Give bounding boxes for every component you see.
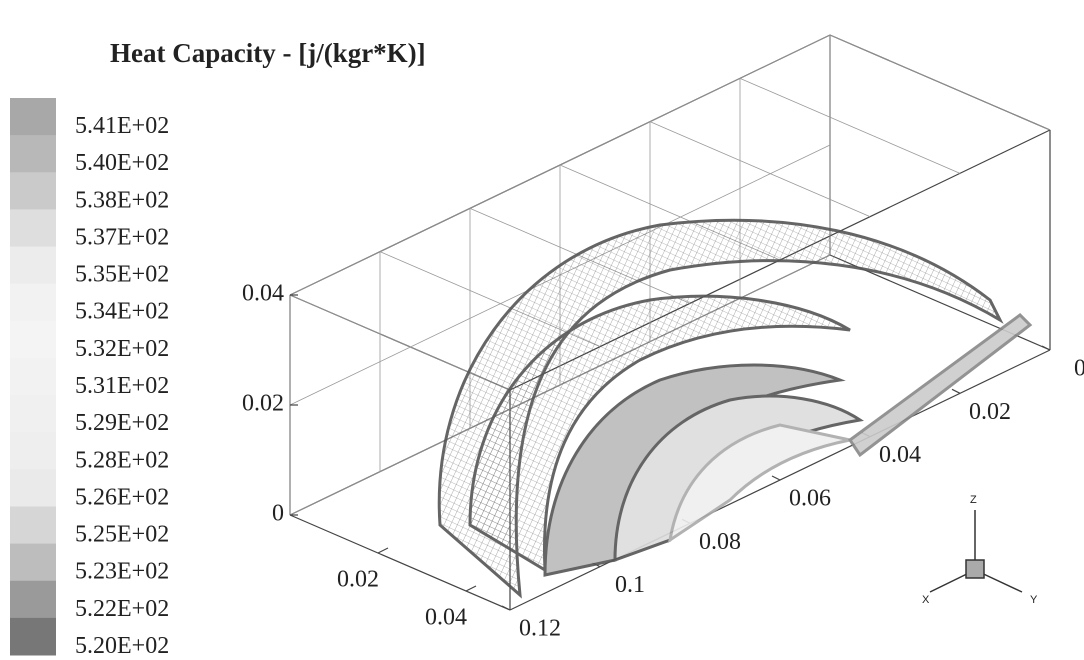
legend-label: 5.34E+02 [75,299,169,325]
grid-line [829,34,1051,131]
legend-swatch [10,98,56,136]
y-tick-label: 0.08 [699,529,741,555]
tick-mark [1041,345,1051,351]
y-tick-label: 0 [1074,356,1084,382]
legend-label: 5.41E+02 [75,113,169,139]
box-edge [289,514,511,611]
tick-mark [771,475,781,481]
z-tick-label: 0.04 [242,281,284,307]
x-tick-label: 0.02 [337,567,379,593]
y-tick-label: 0.06 [789,486,831,512]
legend-label: 5.38E+02 [75,187,169,213]
legend-swatch [10,246,56,285]
legend-label: 5.20E+02 [75,633,169,659]
legend-swatch [10,283,56,322]
legend-swatch [10,506,56,545]
y-tick-label: 0.02 [969,399,1011,425]
grid-line [289,34,831,296]
legend-label: 5.25E+02 [75,522,169,548]
legend-label: 5.22E+02 [75,596,169,622]
legend-swatch [10,357,56,396]
legend-label: 5.32E+02 [75,336,169,362]
chart-title: Heat Capacity - [j/(kgr*K)] [110,38,426,68]
mesh-strip [847,313,1033,458]
triad-label: Y [1030,594,1038,606]
legend-label: 5.28E+02 [75,447,169,473]
tick-mark [465,585,477,592]
legend-swatch [10,320,56,359]
tick-mark [501,605,511,611]
triad [929,510,1023,593]
legend-label: 5.23E+02 [75,559,169,585]
y-tick-label: 0.1 [615,572,645,598]
grid-line [739,77,961,174]
mesh-dome [468,294,851,573]
legend-label: 5.37E+02 [75,224,169,250]
legend-swatch [10,617,56,656]
z-tick-label: 0 [272,501,284,527]
triad-cube [965,559,985,579]
legend-label: 5.40E+02 [75,150,169,176]
legend-swatch [10,469,56,507]
legend-swatch [10,395,56,433]
mesh-dome [667,423,851,544]
legend-swatch [10,543,56,582]
legend-swatch [10,172,56,210]
legend-swatch [10,209,56,248]
tick-mark [951,388,961,394]
legend-label: 5.35E+02 [75,262,169,288]
x-tick-label: 0.04 [425,605,467,631]
legend-label: 5.29E+02 [75,410,169,436]
legend-swatch [10,135,56,173]
triad-label: Z [970,494,977,506]
legend-swatch [10,432,56,470]
triad-label: X [922,594,930,606]
legend-label: 5.26E+02 [75,484,169,510]
tick-mark [377,547,389,554]
legend-label: 5.31E+02 [75,373,169,399]
y-tick-label: 0.12 [519,616,561,642]
legend-swatch [10,580,56,619]
mesh-surface [437,218,1033,599]
grid-line [649,121,871,218]
y-tick-label: 0.04 [879,442,921,468]
z-tick-label: 0.02 [242,391,284,417]
